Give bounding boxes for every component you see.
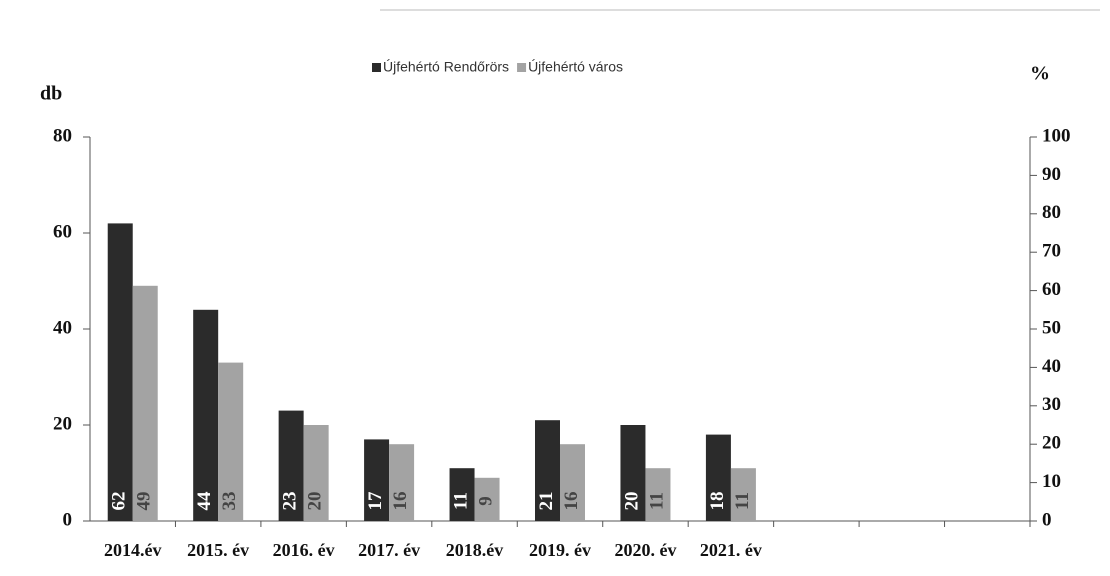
y2-tick-label: 90 [1042, 164, 1061, 185]
value-label: 17 [365, 491, 386, 511]
bar [535, 420, 560, 521]
y2-tick-label: 70 [1042, 241, 1061, 262]
bar [218, 362, 244, 521]
legend-swatch [372, 63, 381, 72]
y2-tick-label: 10 [1042, 471, 1061, 492]
x-tick-label: 2015. év [187, 540, 249, 560]
bar [364, 439, 390, 521]
bar [132, 285, 158, 521]
bar [449, 468, 475, 521]
y-tick-label: 0 [63, 509, 73, 530]
bar [389, 444, 415, 521]
bar [560, 444, 585, 521]
value-label: 16 [390, 492, 411, 511]
y-tick-label: 80 [53, 125, 72, 146]
value-label: 20 [304, 492, 325, 511]
value-label: 23 [279, 492, 300, 511]
x-tick-label: 2016. év [273, 540, 335, 560]
value-label: 49 [134, 492, 155, 511]
legend-label: Újfehértó város [528, 59, 623, 75]
bar [107, 223, 133, 521]
legend-label: Újfehértó Rendőrörs [383, 59, 509, 75]
value-label: 21 [536, 492, 557, 511]
bar [278, 410, 304, 521]
bar [303, 425, 329, 521]
value-label: 11 [646, 492, 667, 510]
value-label: 18 [707, 492, 728, 511]
x-tick-label: 2020. év [614, 540, 676, 560]
value-label: 11 [450, 492, 471, 510]
y-tick-label: 40 [53, 317, 72, 338]
y-axis-label: db [40, 83, 62, 105]
x-tick-label: 2018.év [446, 540, 504, 560]
x-tick-label: 2019. év [529, 540, 591, 560]
y2-axis-label: % [1030, 63, 1050, 85]
x-tick-label: 2017. év [358, 540, 420, 560]
bar [620, 425, 646, 521]
y2-tick-label: 80 [1042, 202, 1061, 223]
bar [705, 434, 731, 521]
bar [645, 468, 671, 521]
x-tick-label: 2014.év [104, 540, 162, 560]
value-label: 62 [109, 492, 130, 511]
y2-tick-label: 100 [1042, 125, 1071, 146]
value-label: 11 [732, 492, 753, 510]
y2-tick-label: 50 [1042, 317, 1061, 338]
x-tick-label: 2021. év [700, 540, 762, 560]
value-label: 9 [475, 496, 496, 506]
y2-tick-label: 30 [1042, 394, 1061, 415]
bar [193, 309, 219, 521]
y2-tick-label: 60 [1042, 279, 1061, 300]
bar [474, 477, 500, 521]
value-label: 44 [194, 491, 215, 511]
y-tick-label: 60 [53, 221, 72, 242]
legend-swatch [517, 63, 527, 72]
bar [730, 468, 756, 521]
y2-tick-label: 0 [1042, 509, 1052, 530]
value-label: 20 [621, 492, 642, 511]
y2-tick-label: 40 [1042, 356, 1061, 377]
y2-tick-label: 20 [1042, 433, 1061, 454]
value-label: 16 [561, 492, 582, 511]
value-label: 33 [219, 492, 240, 511]
y-tick-label: 20 [53, 413, 72, 434]
